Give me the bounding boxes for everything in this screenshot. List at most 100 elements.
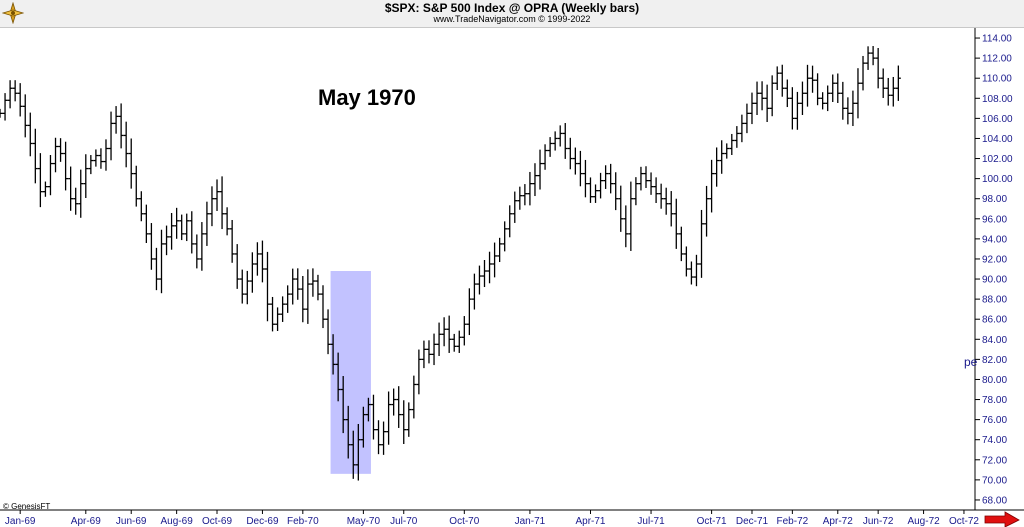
ohlc-bar bbox=[229, 219, 235, 263]
ohlc-bar bbox=[764, 84, 770, 122]
ohlc-bar bbox=[411, 375, 417, 419]
ohlc-bar bbox=[658, 183, 664, 209]
y-tick-label: 114.00 bbox=[982, 34, 1012, 45]
ohlc-bar bbox=[108, 111, 114, 161]
ohlc-bar bbox=[507, 205, 513, 238]
x-tick-label: Apr-71 bbox=[575, 516, 605, 527]
y-tick-label: 92.00 bbox=[982, 254, 1007, 265]
ohlc-bar bbox=[729, 133, 735, 156]
ohlc-bar bbox=[17, 83, 23, 117]
ohlc-bar bbox=[653, 177, 659, 203]
ohlc-bar bbox=[734, 126, 740, 148]
ohlc-bar bbox=[103, 139, 109, 171]
y-tick-label: 106.00 bbox=[982, 114, 1013, 125]
ohlc-bar bbox=[123, 121, 129, 168]
ohlc-bar bbox=[204, 201, 210, 246]
ohlc-bar bbox=[315, 274, 321, 301]
ohlc-bar bbox=[68, 166, 74, 211]
red-right-arrow-icon[interactable] bbox=[984, 511, 1020, 527]
ohlc-bar bbox=[598, 172, 604, 199]
y-tick-label: 100.00 bbox=[982, 174, 1013, 185]
y-tick-label: 72.00 bbox=[982, 455, 1007, 466]
ohlc-bar bbox=[784, 79, 790, 108]
ohlc-bar bbox=[416, 349, 422, 395]
ohlc-bar bbox=[249, 252, 255, 293]
ohlc-bar bbox=[719, 140, 725, 174]
highlight-box bbox=[330, 271, 371, 474]
ohlc-bar bbox=[587, 177, 593, 203]
ohlc-bar bbox=[502, 221, 508, 252]
y-tick-label: 86.00 bbox=[982, 315, 1007, 326]
ohlc-bar bbox=[381, 421, 387, 455]
ohlc-bar bbox=[285, 285, 291, 313]
ohlc-bar bbox=[890, 76, 896, 107]
x-tick-label: Aug-72 bbox=[907, 516, 940, 527]
ohlc-bar bbox=[855, 68, 861, 119]
ohlc-bar bbox=[391, 388, 397, 416]
ohlc-bar bbox=[224, 207, 230, 236]
ohlc-bar bbox=[825, 85, 831, 112]
ohlc-bar bbox=[169, 213, 175, 250]
ohlc-bar bbox=[174, 207, 180, 239]
ohlc-bar bbox=[623, 205, 629, 248]
ohlc-bar bbox=[310, 268, 316, 297]
y-tick-label: 112.00 bbox=[982, 54, 1012, 65]
ohlc-bar bbox=[875, 47, 881, 89]
ohlc-bar bbox=[164, 225, 170, 256]
ohlc-bar bbox=[522, 184, 528, 206]
ohlc-bar bbox=[22, 94, 28, 138]
ohlc-bars bbox=[0, 46, 901, 481]
ohlc-bar bbox=[633, 177, 639, 206]
ohlc-bar bbox=[128, 138, 134, 189]
ohlc-bar bbox=[895, 65, 901, 101]
highlight-layer bbox=[330, 271, 371, 474]
x-tick-label: Oct-71 bbox=[697, 516, 727, 527]
ohlc-bar bbox=[264, 251, 270, 322]
ohlc-bar bbox=[446, 315, 452, 353]
ohlc-bar bbox=[567, 137, 573, 170]
ohlc-bar bbox=[153, 247, 159, 291]
x-tick-label: Oct-72 bbox=[949, 516, 979, 527]
ohlc-bar bbox=[209, 186, 215, 227]
ohlc-bar bbox=[699, 209, 705, 278]
ohlc-bar bbox=[688, 261, 694, 285]
ohlc-bar bbox=[835, 73, 841, 103]
ohlc-bar bbox=[148, 223, 154, 270]
x-tick-label: Jul-70 bbox=[390, 516, 418, 527]
y-tick-label: 68.00 bbox=[982, 495, 1007, 506]
ohlc-bar bbox=[482, 260, 487, 288]
y-tick-label: 88.00 bbox=[982, 295, 1007, 306]
y-tick-label: 102.00 bbox=[982, 154, 1013, 165]
ohlc-bar bbox=[350, 430, 356, 479]
ohlc-bar bbox=[593, 184, 599, 203]
y-tick-label: 90.00 bbox=[982, 275, 1007, 286]
ohlc-bar bbox=[73, 187, 79, 215]
ohlc-bar bbox=[330, 334, 336, 375]
x-tick-label: Oct-69 bbox=[202, 516, 232, 527]
ohlc-bar bbox=[678, 226, 684, 262]
y-tick-label: 82.00 bbox=[982, 355, 1007, 366]
x-tick-label: Oct-70 bbox=[449, 516, 479, 527]
ohlc-bar bbox=[456, 330, 462, 353]
ohlc-bar bbox=[709, 159, 715, 213]
ohlc-bar bbox=[360, 406, 366, 448]
ohlc-bar bbox=[537, 149, 543, 190]
ohlc-bar bbox=[88, 155, 94, 175]
ohlc-bar bbox=[401, 400, 407, 445]
x-tick-label: Jan-71 bbox=[515, 516, 546, 527]
x-tick-label: May-70 bbox=[347, 516, 381, 527]
y-tick-label: 70.00 bbox=[982, 475, 1007, 486]
ohlc-bar bbox=[340, 376, 346, 434]
ohlc-bar bbox=[386, 391, 392, 445]
ohlc-bar bbox=[769, 75, 775, 117]
x-tick-label: Jun-72 bbox=[863, 516, 894, 527]
ohlc-bar bbox=[47, 154, 53, 196]
credit-label: © GenesisFT bbox=[3, 502, 50, 511]
ohlc-bar bbox=[199, 222, 205, 271]
ohlc-bar bbox=[794, 91, 800, 130]
ohlc-bar bbox=[2, 93, 8, 121]
x-tick-label: Feb-72 bbox=[777, 516, 809, 527]
ohlc-bar bbox=[270, 296, 276, 332]
annotation-label: May 1970 bbox=[318, 85, 416, 110]
ohlc-bar bbox=[532, 163, 538, 197]
